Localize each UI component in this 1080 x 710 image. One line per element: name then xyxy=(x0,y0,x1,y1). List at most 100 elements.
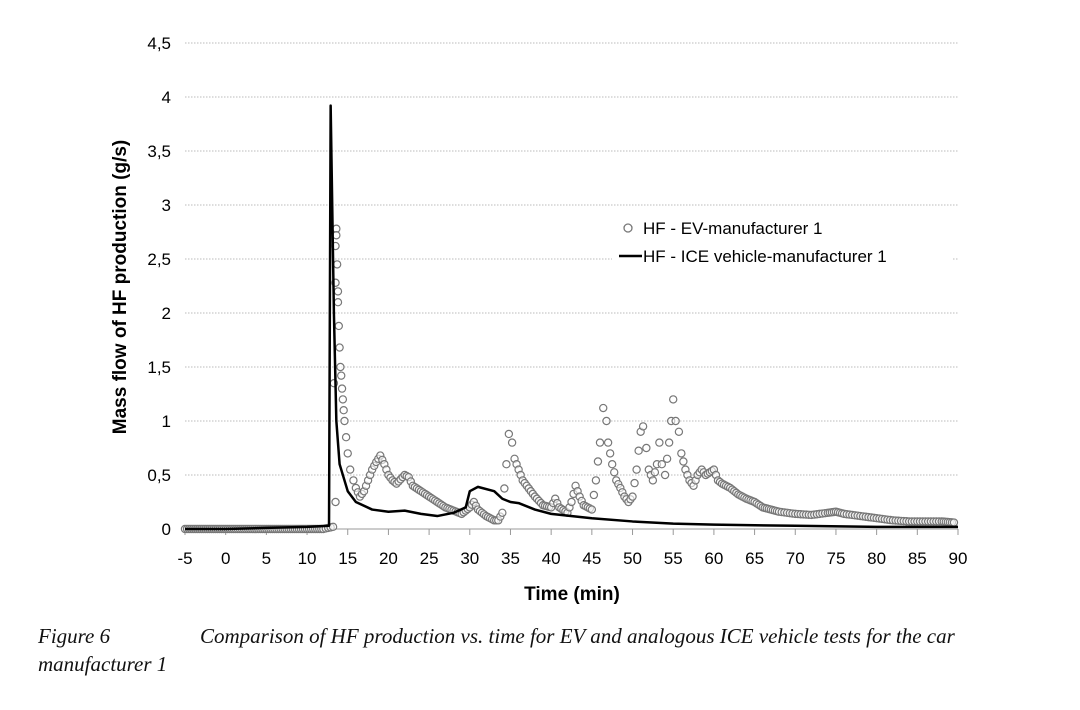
ev-data-point xyxy=(339,406,348,415)
y-tick-label: 1 xyxy=(162,412,171,431)
ev-data-point xyxy=(502,460,511,469)
x-tick-label: 45 xyxy=(582,549,601,568)
x-axis-label: Time (min) xyxy=(524,584,620,605)
ev-data-point xyxy=(337,371,346,380)
ev-data-point xyxy=(337,384,347,393)
x-tick-label: 15 xyxy=(338,549,357,568)
y-tick-label: 1,5 xyxy=(147,358,171,377)
ev-data-point xyxy=(498,508,507,517)
gridlines xyxy=(184,42,959,535)
caption-text: Comparison of HF production vs. time for… xyxy=(38,624,955,676)
x-tick-label: 20 xyxy=(379,549,398,568)
ev-data-point xyxy=(642,443,651,453)
ev-data-point xyxy=(677,449,686,458)
ev-data-point xyxy=(638,422,648,431)
chart: 0 0,5 1 1,5 2 2,5 3 3,5 4 4,5 -5 0 5 10 15 20 25 30 35 40 4… xyxy=(110,34,967,605)
ev-data-point xyxy=(345,465,355,474)
ev-data-point xyxy=(605,449,615,458)
figure-caption: Figure 6 Comparison of HF production vs. … xyxy=(38,622,1058,678)
x-tick-labels: -5 0 5 10 15 20 25 30 35 40 45 50 55 60 65 70 75 80 85 90 xyxy=(177,549,967,568)
y-tick-label: 0 xyxy=(162,520,171,539)
ev-series xyxy=(180,224,959,534)
legend-label-ev: HF - EV-manufacturer 1 xyxy=(643,219,823,238)
ev-data-point xyxy=(328,522,338,532)
x-tick-label: 25 xyxy=(420,549,439,568)
y-tick-label: 3 xyxy=(162,196,171,215)
x-tick-label: 75 xyxy=(826,549,845,568)
y-tick-label: 4,5 xyxy=(147,34,171,53)
x-tick-label: 30 xyxy=(460,549,479,568)
y-axis-label: Mass flow of HF production (g/s) xyxy=(110,140,131,434)
ev-data-point xyxy=(335,343,344,352)
ev-data-point xyxy=(338,395,348,404)
y-tick-labels: 0 0,5 1 1,5 2 2,5 3 3,5 4 4,5 xyxy=(147,34,171,539)
y-tick-label: 2 xyxy=(162,304,171,323)
legend: HF - EV-manufacturer 1 HF - ICE vehicle-… xyxy=(612,210,952,270)
ev-data-point xyxy=(340,416,349,426)
ev-data-point xyxy=(610,468,619,477)
ev-data-point xyxy=(634,446,643,455)
x-tick-label: 5 xyxy=(262,549,271,568)
x-tick-label: -5 xyxy=(177,549,192,568)
ev-data-point xyxy=(662,454,672,463)
ev-data-point xyxy=(650,468,660,477)
ev-data-point xyxy=(589,490,599,500)
x-tick-label: 50 xyxy=(623,549,642,568)
x-tick-label: 65 xyxy=(745,549,764,568)
ev-data-point xyxy=(333,287,343,296)
ev-data-point xyxy=(603,438,613,447)
legend-marker-ev xyxy=(623,223,633,233)
y-tick-label: 0,5 xyxy=(147,466,171,485)
x-tick-label: 90 xyxy=(949,549,968,568)
ice-series xyxy=(185,104,958,531)
x-tick-label: 40 xyxy=(542,549,561,568)
x-tick-label: 0 xyxy=(221,549,230,568)
y-tick-label: 3,5 xyxy=(147,142,171,161)
ev-data-point xyxy=(504,429,514,439)
ev-data-point xyxy=(500,484,509,493)
ev-data-point xyxy=(591,476,601,485)
ev-data-point xyxy=(349,476,358,485)
ev-data-point xyxy=(333,298,343,307)
caption-label: Figure 6 xyxy=(38,624,111,648)
x-tick-label: 35 xyxy=(501,549,520,568)
ev-data-point xyxy=(671,416,680,426)
ev-data-point xyxy=(632,465,641,474)
ev-data-point xyxy=(587,505,597,514)
ev-data-point xyxy=(648,476,658,485)
x-tick-label: 10 xyxy=(298,549,317,568)
ev-data-point xyxy=(343,449,352,458)
ev-data-point xyxy=(607,460,617,469)
ev-data-point xyxy=(341,433,351,442)
ice-line xyxy=(185,104,958,531)
ev-data-point xyxy=(595,438,605,447)
ev-data-point xyxy=(599,403,608,413)
x-tick-label: 55 xyxy=(664,549,683,568)
ev-data-point xyxy=(593,457,603,466)
ev-data-point xyxy=(660,470,670,480)
x-tick-label: 60 xyxy=(704,549,723,568)
y-tick-label: 4 xyxy=(162,88,171,107)
ev-data-point xyxy=(630,478,639,488)
ev-data-point xyxy=(949,518,959,527)
ev-data-point xyxy=(602,416,611,426)
ev-data-point xyxy=(657,460,667,469)
ev-data-point xyxy=(567,497,576,507)
ev-data-point xyxy=(507,438,517,447)
ev-data-point xyxy=(336,362,345,372)
ev-data-point xyxy=(669,395,678,404)
x-tick-label: 80 xyxy=(867,549,886,568)
x-tick-label: 85 xyxy=(908,549,927,568)
y-tick-label: 2,5 xyxy=(147,250,171,269)
ev-data-point xyxy=(679,457,688,466)
legend-label-ice: HF - ICE vehicle-manufacturer 1 xyxy=(643,247,887,266)
ev-data-point xyxy=(655,438,664,447)
ev-data-point xyxy=(332,260,342,269)
x-tick-label: 70 xyxy=(786,549,805,568)
ev-data-point xyxy=(628,492,637,501)
ev-data-point xyxy=(331,497,340,507)
ev-data-point xyxy=(334,321,343,331)
ev-data-point xyxy=(674,427,684,436)
ev-data-point xyxy=(664,438,674,447)
